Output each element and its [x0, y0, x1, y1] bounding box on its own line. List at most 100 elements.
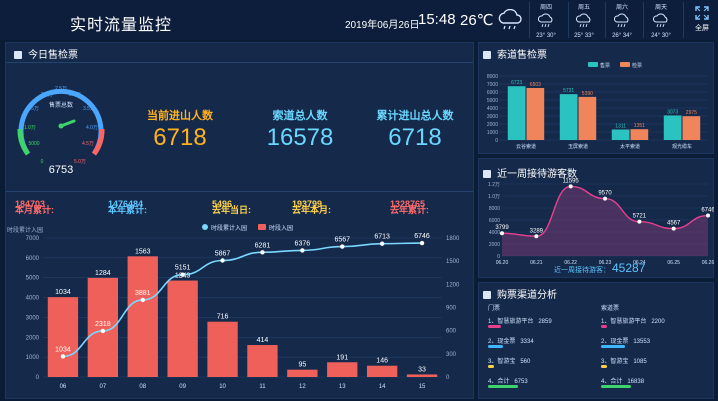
- y-axis-title: 时段累计入园: [7, 226, 43, 234]
- x-tick-label: 08: [139, 384, 146, 390]
- x-tick-label: 06: [60, 384, 67, 390]
- y-tick-label: 7000: [487, 82, 498, 88]
- point-value-label: 9570: [598, 191, 612, 197]
- channel-item-value: 2859: [538, 319, 552, 325]
- rain-cloud-icon: [537, 13, 553, 28]
- bar-value-label: 6723: [511, 80, 522, 86]
- gauge-tick: 0: [41, 159, 44, 165]
- bar: [247, 345, 278, 377]
- line-point: [180, 272, 185, 277]
- fullscreen-label: 全屏: [695, 25, 709, 32]
- line-value-label: 2318: [95, 321, 111, 328]
- current-temperature: 26℃: [460, 12, 494, 29]
- x-tick-label: 观光缆车: [672, 143, 692, 150]
- square-icon: [483, 170, 491, 178]
- forecast-day-label: 周四: [539, 5, 552, 11]
- divider: [605, 2, 606, 38]
- bar: [366, 365, 398, 377]
- forecast-range: 25° 33°: [574, 33, 594, 39]
- channels-panel: [478, 282, 714, 399]
- bar: [578, 96, 597, 140]
- bar: [682, 116, 701, 140]
- legend-label: 检票: [632, 62, 642, 69]
- channel-item-label: 4、合计: [601, 379, 623, 385]
- divider: [683, 2, 684, 38]
- rain-cloud-icon: [575, 13, 591, 28]
- y-right-tick-label: 300: [446, 352, 457, 358]
- line-value-label: 3881: [135, 290, 151, 297]
- gauge-tick: 3.5万: [83, 106, 95, 112]
- today-title: 今日售检票: [28, 50, 78, 61]
- x-tick-label: 12: [299, 384, 306, 390]
- bar: [559, 94, 578, 140]
- y-tick-label: 2000: [489, 242, 500, 248]
- line-value-label: 6746: [414, 233, 430, 240]
- weekly-summary-value: 45287: [612, 261, 646, 275]
- point-value-label: 3289: [530, 228, 544, 234]
- line-point: [603, 196, 607, 201]
- line-point: [500, 231, 504, 236]
- cumulative-visitors-value: 6718: [388, 124, 442, 151]
- bar-value-label: 2975: [686, 110, 697, 116]
- channel-item-label: 2、现金票: [601, 339, 629, 345]
- channel-item: 4、合计 16838: [601, 376, 644, 385]
- fullscreen-button[interactable]: 全屏: [688, 4, 716, 33]
- gauge-tick: 5000: [28, 141, 39, 147]
- line-point: [568, 184, 573, 189]
- channel-item-value: 2200: [651, 319, 665, 325]
- current-date: 2019年06月26日: [345, 20, 420, 31]
- x-tick-label: 06.24: [633, 260, 646, 266]
- ropeway-title: 索道售检票: [497, 50, 547, 61]
- gauge-tick: 2.0万: [41, 92, 53, 98]
- total-label: 本年累计:: [108, 205, 147, 215]
- line-point: [140, 297, 145, 303]
- y-tick-label: 0: [497, 254, 500, 260]
- forecast-range: 26° 34°: [612, 33, 632, 39]
- x-tick-label: 11: [259, 384, 266, 390]
- bar: [630, 129, 649, 140]
- x-tick-label: 09: [179, 384, 186, 390]
- forecast-day-4: 周天 24° 30°: [641, 2, 681, 39]
- y-right-tick-label: 1200: [446, 282, 460, 288]
- divider: [529, 2, 530, 38]
- bar-value-label: 1034: [55, 289, 71, 296]
- x-tick-label: 太平索道: [620, 143, 640, 150]
- legend-label: 售票: [600, 62, 610, 69]
- legend-label: 时段累计入园: [211, 224, 247, 232]
- line-point: [419, 240, 425, 246]
- y-tick-label: 4000: [487, 106, 498, 112]
- gauge-arc-green: [17, 128, 31, 156]
- legend-label: 时段入园: [269, 224, 293, 232]
- channels-title: 购票渠道分析: [497, 290, 557, 301]
- panel-title-today: 今日售检票: [14, 46, 78, 61]
- totals-row: 本月累计: 184703 本年累计: 1476484 去年当日: 5496 去年…: [7, 195, 472, 215]
- channel-item-value: 3334: [520, 339, 534, 345]
- weekly-title: 近一周接待游客数: [497, 169, 577, 180]
- gauge-tick: 4.0万: [86, 125, 98, 131]
- gauge-tick: 5.0万: [74, 159, 86, 165]
- y-tick-label: 8000: [489, 206, 500, 212]
- channel-item-label: 3、智游宝: [601, 359, 629, 365]
- ropeway-total-label: 索道总人数: [272, 110, 328, 122]
- channel-item-label: 3、智游宝: [488, 359, 516, 365]
- y-tick-label: 3000: [26, 315, 40, 321]
- bar: [406, 374, 438, 377]
- gauge-tick: 1.5万: [27, 106, 39, 112]
- forecast-range: 24° 30°: [651, 33, 671, 39]
- line-point: [60, 354, 66, 359]
- header-bar: 实时流量监控 2019年06月26日 15:48 26℃ 周四 23° 30° …: [0, 0, 718, 40]
- line-value-label: 1034: [55, 346, 71, 353]
- gauge-value: 6753: [49, 164, 73, 176]
- today-panel: [5, 42, 474, 399]
- channel-item-value: 16838: [627, 379, 645, 385]
- channel-item-label: 2、现金票: [488, 339, 516, 345]
- x-tick-label: 06.21: [530, 260, 543, 266]
- fullscreen-icon: [695, 6, 709, 20]
- line-point: [379, 241, 385, 246]
- divider: [6, 191, 473, 192]
- line-value-label: 6567: [334, 237, 350, 244]
- ropeway-chart: 售票 检票 8000 7000 6000 5000 4000 3000 2000 1000 0 672…: [487, 62, 708, 150]
- forecast-range: 23° 30°: [536, 33, 556, 39]
- total-label: 去年累计:: [390, 205, 429, 215]
- x-tick-label: 14: [379, 384, 386, 390]
